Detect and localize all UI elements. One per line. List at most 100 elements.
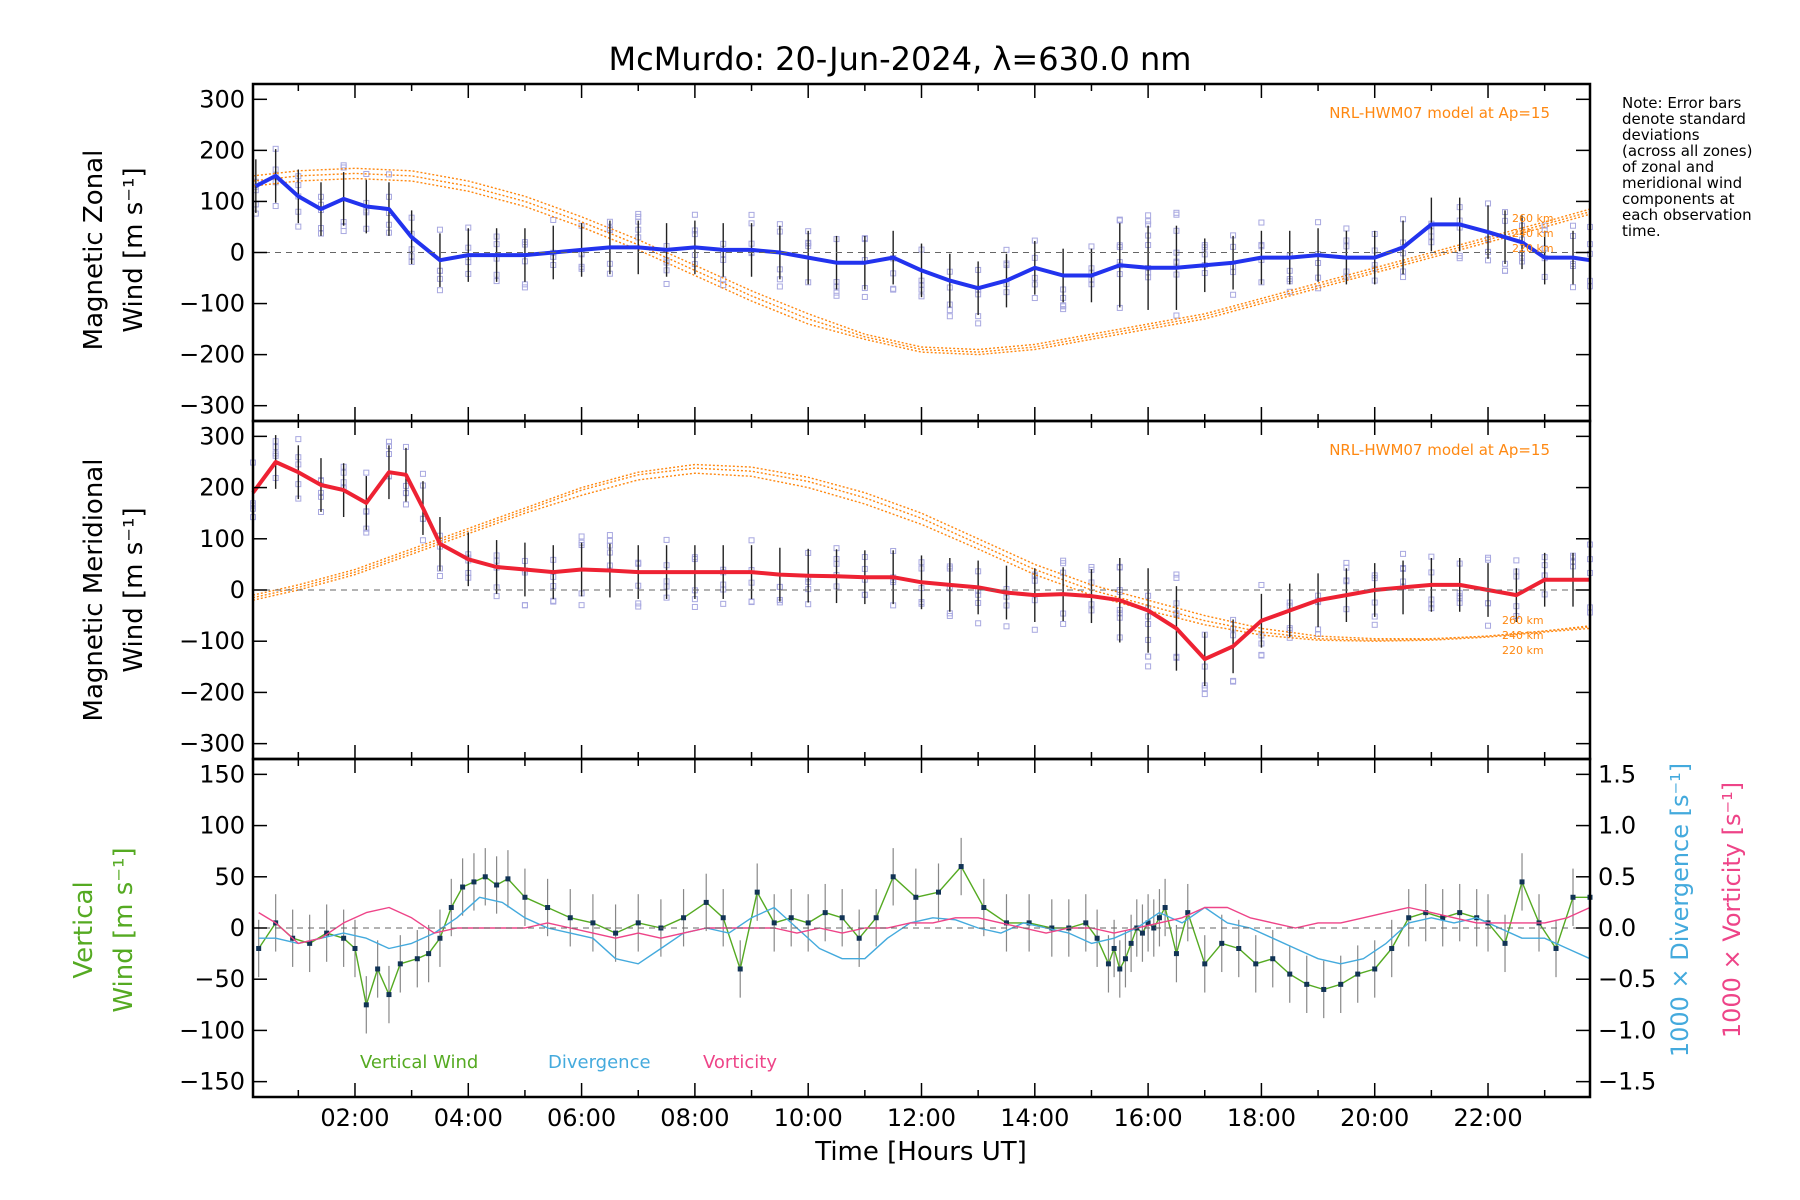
vertical-wind-point [448, 905, 454, 911]
vertical-wind-point [822, 910, 828, 916]
vertical-wind-point [720, 915, 726, 921]
vertical-wind-point [471, 879, 477, 885]
meridional-zone-sample [578, 602, 585, 609]
zonal-ytick-label: 100 [199, 187, 245, 215]
note-line-8: each observation [1622, 206, 1752, 224]
meridional-zone-sample [1173, 574, 1180, 581]
meridional-ytick-label: 200 [199, 474, 245, 502]
meridional-ylabel-2: Wind [m s⁻¹] [119, 507, 149, 672]
x-tick-label: 16:00 [1114, 1104, 1183, 1132]
zonal-zone-sample [521, 284, 528, 291]
zonal-zone-sample [1116, 216, 1123, 223]
meridional-zone-sample [663, 536, 670, 543]
vertical-wind-point [681, 915, 687, 921]
zonal-scatter [252, 145, 1593, 327]
x-tick-label: 14:00 [1000, 1104, 1069, 1132]
vertical-wind-point [1457, 910, 1463, 916]
zonal-zone-sample [1145, 212, 1152, 219]
vertical-wind-point [754, 889, 760, 895]
zonal-y-ticks: 300 200 100 0 −100 −200 −300 [179, 85, 1590, 420]
meridional-zone-sample [946, 612, 953, 619]
zonal-zone-sample [833, 292, 840, 299]
zonal-alt-240: 240 km [1512, 227, 1554, 240]
vertical-wind-point [545, 905, 551, 911]
zonal-zone-sample [521, 281, 528, 288]
zonal-zone-sample [272, 203, 279, 210]
vertical-errorbars [258, 837, 1591, 1034]
vertical-wind-point [1270, 956, 1276, 962]
vertical-wind-point [737, 966, 743, 972]
vertical-wind-point [426, 951, 432, 957]
vertical-ylabel-2: Wind [m s⁻¹] [109, 847, 139, 1012]
meridional-zone-sample [635, 603, 642, 610]
vertical-wind-point [567, 915, 573, 921]
meridional-zone-sample [720, 600, 727, 607]
meridional-zone-sample [385, 438, 392, 445]
vertical-wind-point [1236, 945, 1242, 951]
meridional-zone-sample [1060, 620, 1067, 627]
vertical-wind-point [1128, 940, 1134, 946]
vertical-wind-point [324, 930, 330, 936]
zonal-zone-sample [1343, 225, 1350, 232]
zonal-panel: 300 200 100 0 −100 −200 −300 NRL-HWM07 model a… [79, 82, 1593, 423]
vertical-wind-point [437, 935, 443, 941]
vertical-wind-point [1502, 940, 1508, 946]
meridional-ytick-label: −300 [179, 730, 245, 758]
vertical-wind-point [805, 920, 811, 926]
zonal-zone-sample [1456, 252, 1463, 259]
vertical-wind-point [522, 894, 528, 900]
right-ytick-label: 0.0 [1598, 914, 1636, 942]
vertical-wind-point [1389, 945, 1395, 951]
right-ytick-label: −1.0 [1598, 1016, 1656, 1044]
zonal-zone-sample [340, 162, 347, 169]
x-tick-label: 22:00 [1453, 1104, 1522, 1132]
zonal-zone-sample [1286, 288, 1293, 295]
meridional-line [251, 460, 1590, 662]
note-line-7: components at [1622, 190, 1735, 208]
vertical-wind-point [635, 920, 641, 926]
meridional-zone-sample [1173, 571, 1180, 578]
zonal-zone-sample [1570, 284, 1577, 291]
zonal-zone-sample [975, 320, 982, 327]
vertical-wind-point [482, 874, 488, 880]
zonal-series [254, 173, 1591, 291]
zonal-ylabel-2: Wind [m s⁻¹] [119, 167, 149, 332]
divergence-axis-label: 1000 × Divergence [s⁻¹] [1666, 763, 1694, 1057]
meridional-zone-sample [419, 537, 426, 544]
vertical-wind-point [1105, 961, 1111, 967]
vertical-wind-point [890, 874, 896, 880]
meridional-ytick-label: 300 [199, 422, 245, 450]
right-ytick-label: −1.5 [1598, 1068, 1656, 1096]
zonal-alt-260: 260 km [1512, 212, 1554, 225]
vertical-wind-point [703, 899, 709, 905]
vertical-ytick-label: −100 [179, 1016, 245, 1044]
zonal-zone-sample [890, 285, 897, 292]
note-line-9: time. [1622, 222, 1661, 240]
x-tick-label: 12:00 [887, 1104, 956, 1132]
zonal-zone-sample [550, 216, 557, 223]
meridional-zone-sample [295, 436, 302, 443]
zonal-line [254, 173, 1591, 291]
meridional-zone-sample [748, 537, 755, 544]
zonal-zone-sample [776, 283, 783, 290]
meridional-ytick-label: 100 [199, 525, 245, 553]
meridional-zone-sample [1485, 556, 1492, 563]
meridional-zone-sample [635, 600, 642, 607]
vertical-wind-point [1151, 925, 1157, 931]
legend-vertical: Vertical Wind [360, 1052, 478, 1073]
zonal-zone-sample [861, 293, 868, 300]
right-ytick-label: 1.5 [1598, 760, 1636, 788]
meridional-zone-sample [1145, 653, 1152, 660]
vertical-wind-point [1519, 879, 1525, 885]
vertical-wind-point [856, 935, 862, 941]
right-ytick-label: −0.5 [1598, 965, 1656, 993]
vertical-ytick-label: 100 [199, 812, 245, 840]
vertical-wind-point [590, 920, 596, 926]
note-line-3: deviations [1622, 126, 1700, 144]
meridional-ytick-label: 0 [230, 576, 245, 604]
note-line-6: meridional wind [1622, 174, 1742, 192]
meridional-zone-sample [578, 533, 585, 540]
meridional-zone-sample [419, 470, 426, 477]
zonal-zone-sample [1258, 219, 1265, 226]
note-text: Note: Error bars denote standard deviati… [1622, 94, 1757, 240]
